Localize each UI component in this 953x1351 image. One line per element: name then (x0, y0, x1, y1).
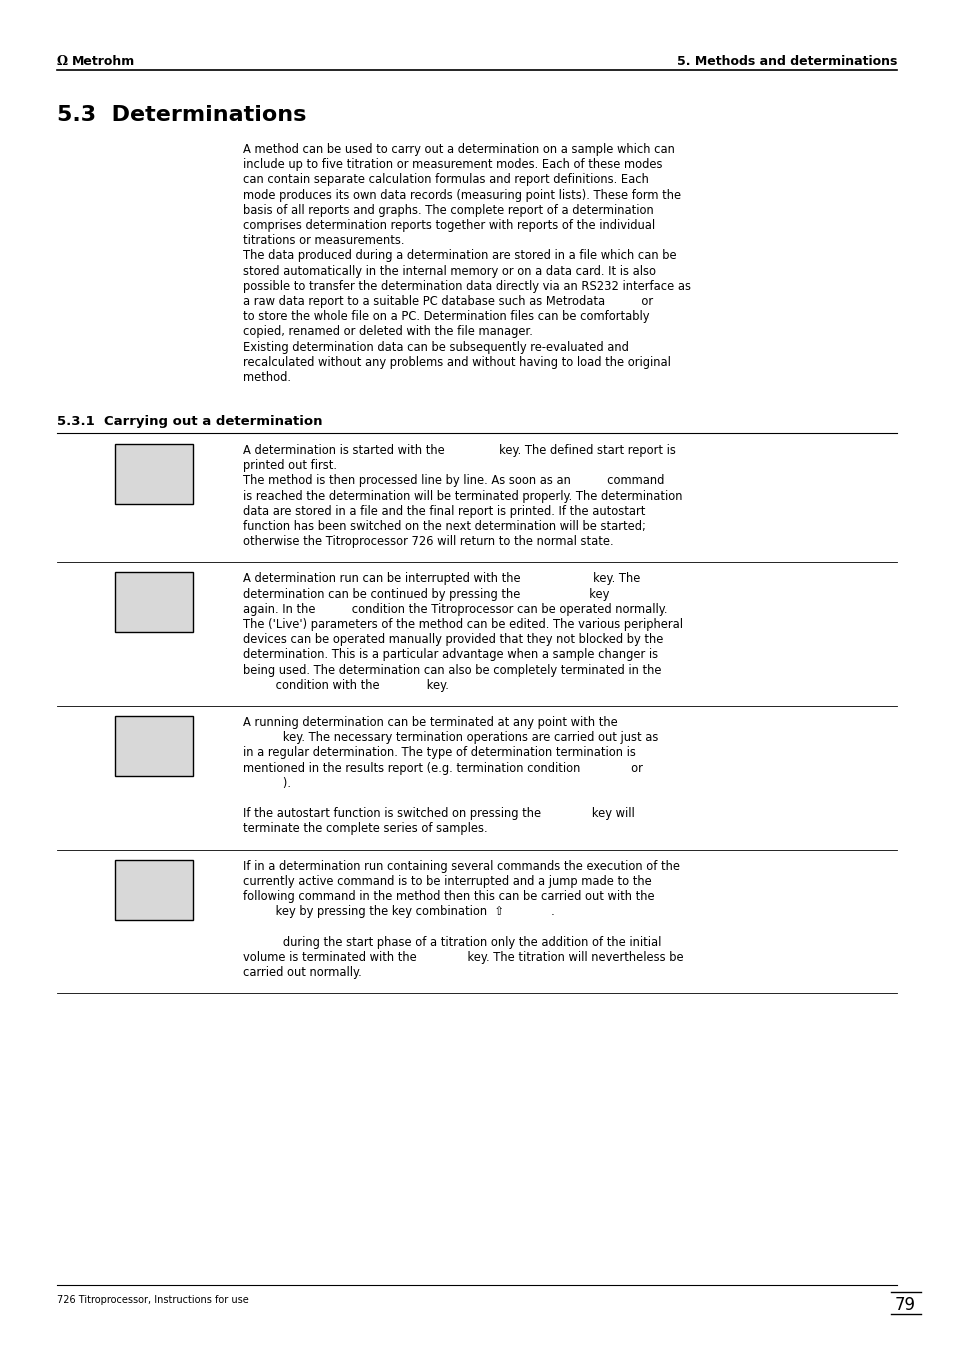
Text: A determination run can be interrupted with the                    key. The: A determination run can be interrupted w… (243, 573, 639, 585)
Text: possible to transfer the determination data directly via an RS232 interface as: possible to transfer the determination d… (243, 280, 690, 293)
Text: The data produced during a determination are stored in a file which can be: The data produced during a determination… (243, 250, 676, 262)
Bar (115, 573, 193, 632)
Text: Metrohm: Metrohm (71, 55, 135, 68)
Text: comprises determination reports together with reports of the individual: comprises determination reports together… (243, 219, 655, 232)
Bar (115, 444, 193, 504)
Text: Ω: Ω (57, 55, 68, 68)
Text: 726 Titroprocessor, Instructions for use: 726 Titroprocessor, Instructions for use (57, 1296, 249, 1305)
Bar (115, 859, 193, 920)
Text: devices can be operated manually provided that they not blocked by the: devices can be operated manually provide… (243, 634, 662, 646)
Text: otherwise the Titroprocessor 726 will return to the normal state.: otherwise the Titroprocessor 726 will re… (243, 535, 613, 549)
Text: determination can be continued by pressing the                   key: determination can be continued by pressi… (243, 588, 609, 601)
Text: A determination is started with the               key. The defined start report : A determination is started with the key.… (243, 444, 675, 457)
Text: Existing determination data can be subsequently re-evaluated and: Existing determination data can be subse… (243, 340, 628, 354)
Text: include up to five titration or measurement modes. Each of these modes: include up to five titration or measurem… (243, 158, 661, 172)
Text: titrations or measurements.: titrations or measurements. (243, 234, 404, 247)
Text: A method can be used to carry out a determination on a sample which can: A method can be used to carry out a dete… (243, 143, 674, 155)
Text: to store the whole file on a PC. Determination files can be comfortably: to store the whole file on a PC. Determi… (243, 311, 649, 323)
Text: during the start phase of a titration only the addition of the initial: during the start phase of a titration on… (243, 936, 660, 948)
Text: being used. The determination can also be completely terminated in the: being used. The determination can also b… (243, 663, 660, 677)
Text: 5.3.1  Carrying out a determination: 5.3.1 Carrying out a determination (57, 415, 322, 428)
Text: If the autostart function is switched on pressing the              key will: If the autostart function is switched on… (243, 807, 634, 820)
Text: is reached the determination will be terminated properly. The determination: is reached the determination will be ter… (243, 489, 681, 503)
Text: following command in the method then this can be carried out with the: following command in the method then thi… (243, 890, 654, 902)
Text: again. In the          condition the Titroprocessor can be operated normally.: again. In the condition the Titroprocess… (243, 603, 667, 616)
Text: basis of all reports and graphs. The complete report of a determination: basis of all reports and graphs. The com… (243, 204, 653, 216)
Text: mode produces its own data records (measuring point lists). These form the: mode produces its own data records (meas… (243, 189, 680, 201)
Text: recalculated without any problems and without having to load the original: recalculated without any problems and wi… (243, 355, 670, 369)
Text: The ('Live') parameters of the method can be edited. The various peripheral: The ('Live') parameters of the method ca… (243, 617, 682, 631)
Text: printed out first.: printed out first. (243, 459, 336, 473)
Text: determination. This is a particular advantage when a sample changer is: determination. This is a particular adva… (243, 648, 658, 662)
Text: 5.3  Determinations: 5.3 Determinations (57, 105, 306, 126)
Bar (115, 716, 193, 775)
Text: function has been switched on the next determination will be started;: function has been switched on the next d… (243, 520, 645, 534)
Text: stored automatically in the internal memory or on a data card. It is also: stored automatically in the internal mem… (243, 265, 656, 277)
Text: in a regular determination. The type of determination termination is: in a regular determination. The type of … (243, 746, 636, 759)
Text: The method is then processed line by line. As soon as an          command: The method is then processed line by lin… (243, 474, 663, 488)
Text: can contain separate calculation formulas and report definitions. Each: can contain separate calculation formula… (243, 173, 648, 186)
Text: condition with the             key.: condition with the key. (243, 678, 449, 692)
Text: data are stored in a file and the final report is printed. If the autostart: data are stored in a file and the final … (243, 505, 644, 517)
Text: copied, renamed or deleted with the file manager.: copied, renamed or deleted with the file… (243, 326, 533, 338)
Text: volume is terminated with the              key. The titration will nevertheless : volume is terminated with the key. The t… (243, 951, 683, 963)
Text: A running determination can be terminated at any point with the: A running determination can be terminate… (243, 716, 618, 730)
Text: terminate the complete series of samples.: terminate the complete series of samples… (243, 823, 487, 835)
Text: key. The necessary termination operations are carried out just as: key. The necessary termination operation… (243, 731, 658, 744)
Text: ).: ). (243, 777, 291, 790)
Text: If in a determination run containing several commands the execution of the: If in a determination run containing sev… (243, 859, 679, 873)
Text: a raw data report to a suitable PC database such as Metrodata          or: a raw data report to a suitable PC datab… (243, 295, 653, 308)
Text: carried out normally.: carried out normally. (243, 966, 361, 979)
Text: 5. Methods and determinations: 5. Methods and determinations (676, 55, 896, 68)
Text: mentioned in the results report (e.g. termination condition              or: mentioned in the results report (e.g. te… (243, 762, 642, 774)
Text: method.: method. (243, 372, 291, 384)
Text: currently active command is to be interrupted and a jump made to the: currently active command is to be interr… (243, 875, 651, 888)
Text: 79: 79 (894, 1296, 915, 1315)
Text: key by pressing the key combination  ⇧             .: key by pressing the key combination ⇧ . (243, 905, 554, 919)
